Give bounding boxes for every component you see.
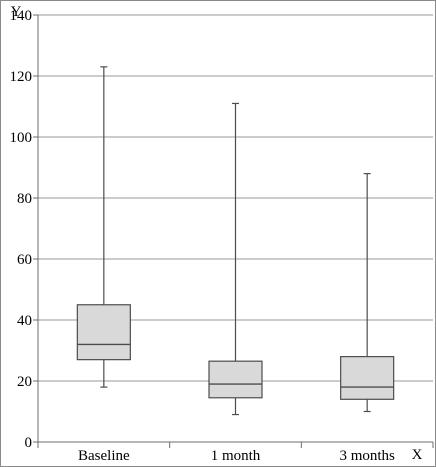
x-tick-label-1-month: 1 month bbox=[211, 448, 261, 464]
box-body-3-months bbox=[340, 356, 395, 400]
y-tick-label-140: 140 bbox=[10, 8, 33, 24]
x-tick-label-baseline: Baseline bbox=[78, 448, 130, 464]
y-tick-label-100: 100 bbox=[10, 130, 33, 146]
y-tick-label-20: 20 bbox=[17, 374, 32, 390]
y-tick-label-120: 120 bbox=[10, 69, 33, 85]
box-3-months bbox=[340, 173, 395, 413]
y-tick-label-40: 40 bbox=[17, 313, 32, 329]
y-tick-label-80: 80 bbox=[17, 191, 32, 207]
y-tick-label-0: 0 bbox=[25, 435, 33, 451]
box-body-baseline bbox=[76, 304, 131, 361]
x-tick-label-3-months: 3 months bbox=[339, 448, 395, 464]
box-baseline bbox=[76, 66, 131, 388]
x-axis-title: X bbox=[412, 447, 423, 463]
y-axis-title: Y bbox=[11, 4, 22, 20]
y-tick-label-60: 60 bbox=[17, 252, 32, 268]
box-1-month bbox=[208, 102, 263, 416]
box-body-1-month bbox=[208, 360, 263, 399]
